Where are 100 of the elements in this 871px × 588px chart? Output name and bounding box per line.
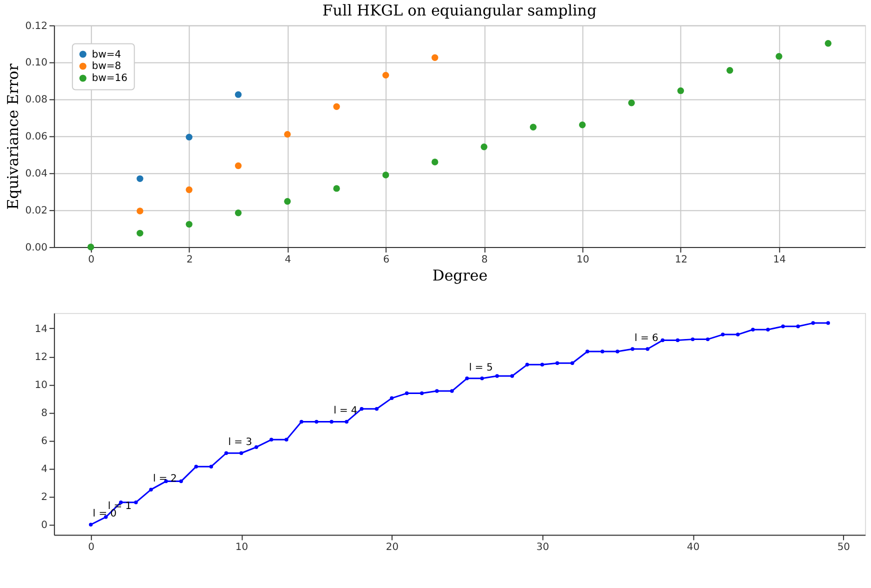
- point: [134, 500, 138, 504]
- point: [136, 208, 144, 214]
- point: [87, 244, 94, 250]
- point: [382, 72, 390, 79]
- point: [628, 100, 635, 106]
- point: [284, 198, 291, 205]
- point: [525, 362, 530, 367]
- annotation: l = 0: [92, 508, 117, 520]
- x-tick-label: 14: [773, 254, 786, 266]
- y-tick-label: 0.10: [25, 58, 48, 69]
- point: [766, 328, 770, 332]
- point: [224, 451, 228, 455]
- point: [450, 389, 454, 393]
- point: [104, 515, 108, 519]
- point: [420, 391, 424, 396]
- point: [510, 374, 514, 378]
- x-tick-label: 10: [235, 542, 248, 554]
- point: [751, 328, 755, 332]
- point: [270, 438, 274, 442]
- point: [646, 347, 650, 351]
- chart-title: Full HKGL on equiangular sampling: [322, 1, 597, 20]
- point: [600, 350, 604, 354]
- point: [811, 321, 815, 325]
- y-tick-label: 0.12: [25, 20, 48, 32]
- x-tick-label: 2: [186, 254, 193, 266]
- point: [234, 162, 242, 170]
- point: [540, 362, 544, 367]
- y-tick-label: 6: [41, 436, 48, 448]
- point: [432, 158, 438, 166]
- point: [570, 361, 574, 366]
- point: [360, 406, 364, 411]
- point: [826, 321, 830, 325]
- point: [720, 332, 725, 336]
- point: [186, 134, 192, 140]
- point: [726, 67, 734, 74]
- legend-label: bw=8: [92, 61, 122, 72]
- y-tick-label: 8: [41, 408, 48, 419]
- x-tick-label: 10: [576, 254, 590, 266]
- point: [344, 420, 348, 424]
- point: [234, 91, 242, 98]
- y-tick-label: 0.08: [25, 94, 48, 106]
- point: [382, 172, 390, 178]
- x-tick-label: 20: [386, 542, 399, 554]
- point: [480, 376, 484, 380]
- point: [677, 87, 684, 94]
- point: [660, 338, 664, 342]
- x-axis-title: Degree: [432, 266, 488, 284]
- point: [239, 451, 244, 455]
- point: [776, 52, 782, 60]
- x-tick-label: 0: [88, 542, 94, 554]
- point: [284, 130, 291, 138]
- point: [824, 40, 832, 47]
- point: [690, 337, 695, 342]
- x-tick-label: 40: [686, 542, 700, 554]
- point: [586, 350, 590, 354]
- point: [736, 332, 740, 336]
- point: [314, 420, 318, 424]
- point: [209, 464, 214, 468]
- point: [333, 185, 340, 192]
- point: [136, 230, 144, 237]
- point: [579, 122, 586, 128]
- x-tick-label: 50: [837, 542, 850, 554]
- point: [432, 54, 438, 61]
- y-tick-label: 0: [41, 520, 48, 532]
- x-tick-label: 6: [383, 254, 390, 266]
- point: [616, 350, 620, 354]
- point: [676, 338, 680, 342]
- point: [330, 420, 334, 424]
- point: [465, 376, 469, 380]
- point: [480, 144, 488, 150]
- y-tick-label: 4: [41, 464, 48, 476]
- y-tick-label: 14: [34, 324, 48, 335]
- annotation: l = 6: [634, 332, 658, 344]
- annotation: l = 4: [334, 406, 358, 417]
- point: [88, 522, 93, 526]
- point: [300, 420, 304, 424]
- point: [254, 445, 258, 449]
- point: [234, 210, 242, 216]
- point: [186, 186, 192, 194]
- x-tick-label: 8: [481, 254, 488, 266]
- y-tick-label: 0.04: [25, 168, 48, 180]
- point: [555, 361, 560, 366]
- point: [374, 406, 379, 411]
- y-tick-label: 0.06: [25, 132, 48, 143]
- y-tick-label: 2: [41, 492, 48, 504]
- x-tick-label: 0: [88, 254, 94, 266]
- point: [530, 124, 537, 130]
- point: [136, 175, 144, 182]
- x-tick-label: 30: [536, 542, 550, 554]
- point: [781, 324, 785, 328]
- point: [404, 391, 409, 396]
- x-tick-label: 12: [674, 254, 688, 266]
- point: [706, 337, 710, 342]
- point: [435, 389, 439, 393]
- y-tick-label: 12: [34, 352, 48, 363]
- y-axis-title: Equivariance Error: [4, 62, 22, 210]
- x-tick-label: 4: [284, 254, 292, 266]
- point: [179, 479, 183, 484]
- legend-label: bw=4: [92, 49, 122, 60]
- point: [333, 103, 340, 110]
